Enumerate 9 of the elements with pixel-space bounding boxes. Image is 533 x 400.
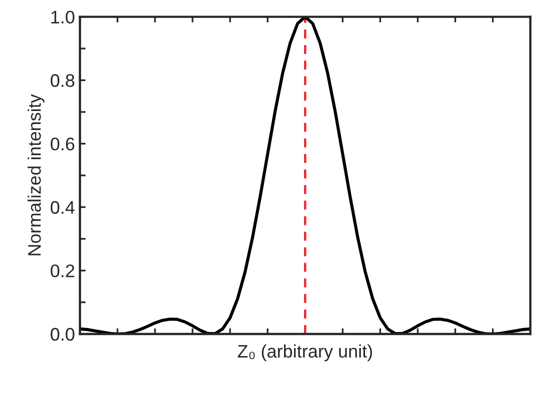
y-tick-label: 0.2: [50, 264, 74, 278]
y-tick-label: 1.0: [51, 10, 74, 24]
x-axis-title: Z₀ (arbitrary unit): [238, 344, 372, 362]
y-tick-label: 0.0: [50, 328, 74, 341]
y-tick-label: 0.8: [50, 74, 74, 87]
line-series: [80, 16, 530, 334]
y-tick-label: 0.6: [50, 138, 74, 150]
y-axis-title: Normalized intensity: [28, 94, 44, 256]
y-tick-label: 0.4: [50, 201, 75, 214]
